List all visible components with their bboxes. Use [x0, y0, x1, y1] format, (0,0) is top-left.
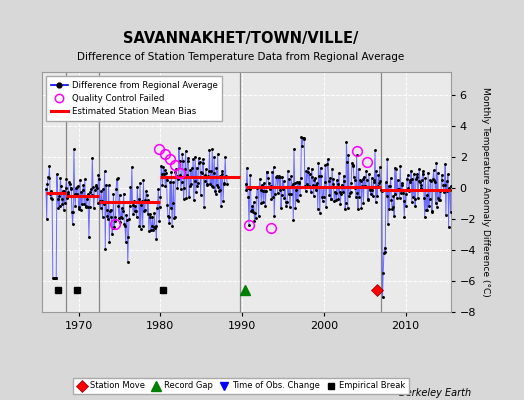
Text: SAVANNAKHET/TOWN/VILLE/: SAVANNAKHET/TOWN/VILLE/: [123, 31, 359, 46]
Text: Difference of Station Temperature Data from Regional Average: Difference of Station Temperature Data f…: [78, 52, 405, 62]
Legend: Station Move, Record Gap, Time of Obs. Change, Empirical Break: Station Move, Record Gap, Time of Obs. C…: [73, 378, 409, 394]
Text: Berkeley Earth: Berkeley Earth: [399, 388, 472, 398]
Y-axis label: Monthly Temperature Anomaly Difference (°C): Monthly Temperature Anomaly Difference (…: [481, 87, 490, 297]
Legend: Difference from Regional Average, Quality Control Failed, Estimated Station Mean: Difference from Regional Average, Qualit…: [46, 76, 222, 120]
